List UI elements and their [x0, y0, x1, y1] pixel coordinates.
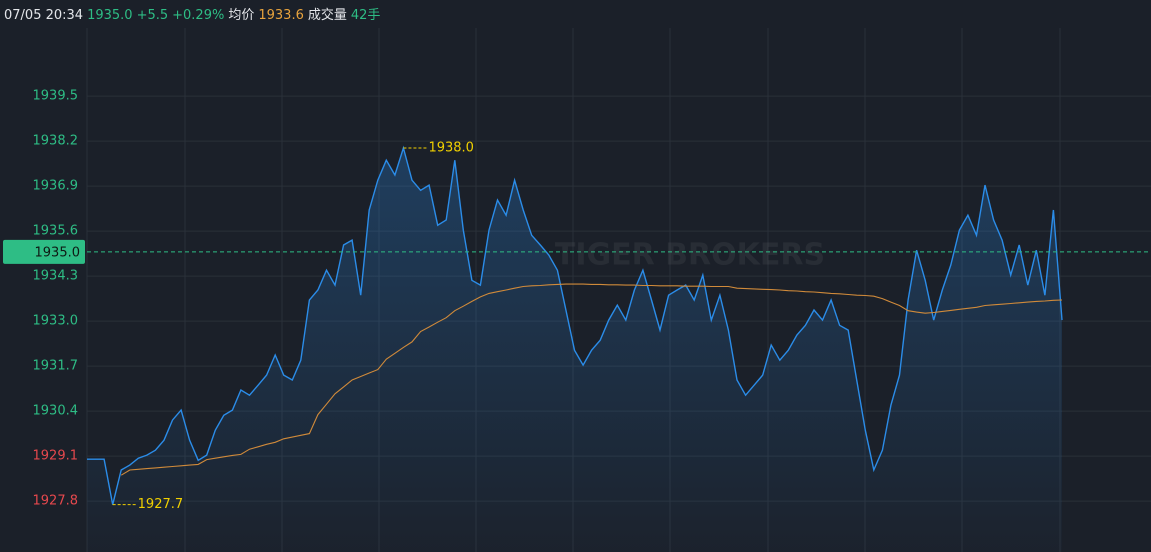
change: +5.5: [136, 8, 169, 23]
price-area: [87, 148, 1062, 552]
price-line: [87, 145, 1063, 505]
y-tick-label: 1927.8: [33, 494, 79, 509]
y-tick-label: 1938.2: [33, 134, 79, 149]
change-pct: +0.29%: [172, 8, 225, 23]
annotation-label: 1927.7: [138, 497, 184, 512]
volume: 42手: [350, 8, 381, 23]
y-tick-label: 1935.6: [33, 224, 79, 239]
volume-label: 成交量: [307, 8, 347, 23]
avg-line: [120, 283, 1063, 476]
avg-label: 均价: [228, 8, 255, 23]
price: 1935.0: [87, 8, 133, 23]
header: 07/05 20:34 1935.0 +5.5 +0.29% 均价 1933.6 成交量 42…: [4, 4, 384, 23]
y-tick-label: 1933.0: [33, 314, 79, 329]
y-tick-label: 1929.1: [33, 449, 79, 464]
time: 07/05 20:34: [4, 8, 84, 23]
last-price-label: 1935.0: [35, 245, 81, 260]
y-tick-label: 1934.3: [33, 269, 79, 284]
watermark: TIGER BROKERS: [555, 238, 825, 273]
last-price-box: [3, 239, 85, 264]
annotation-label: 1938.0: [428, 141, 474, 156]
y-tick-label: 1931.7: [33, 359, 79, 374]
y-tick-label: 1936.9: [33, 179, 79, 194]
y-tick-label: 1930.4: [33, 404, 79, 419]
avg: 1933.6: [258, 8, 304, 23]
y-tick-label: 1939.5: [33, 89, 79, 104]
